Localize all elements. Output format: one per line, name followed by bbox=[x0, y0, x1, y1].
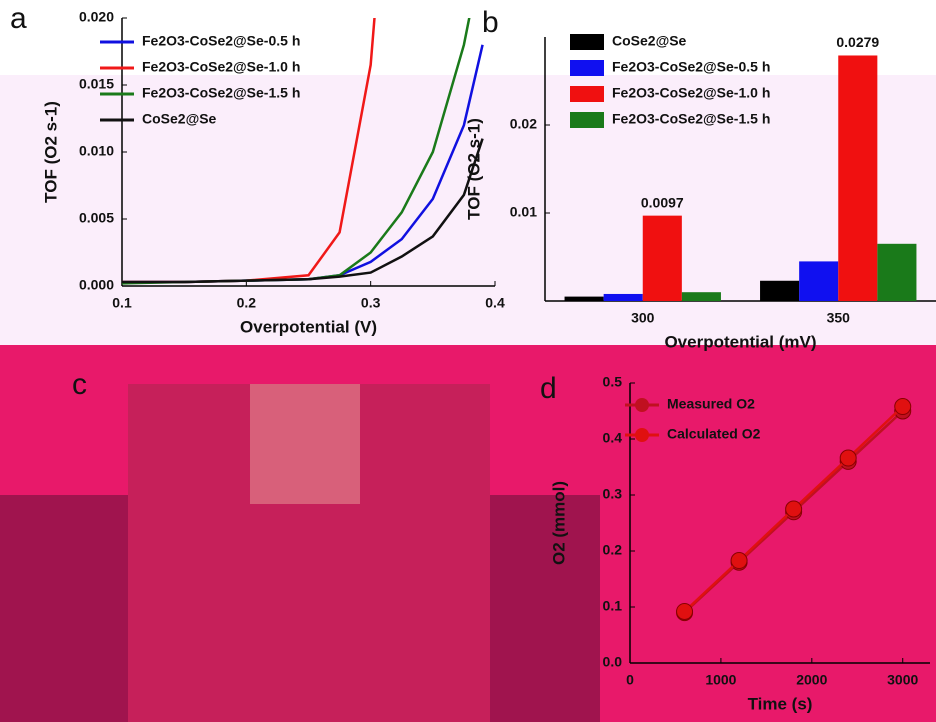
x-tick-label: 0 bbox=[626, 672, 634, 688]
x-tick-label: 350 bbox=[827, 310, 851, 326]
x-tick-label: 0.4 bbox=[485, 295, 505, 311]
legend-label: Fe2O3-CoSe2@Se-0.5 h bbox=[142, 33, 300, 49]
y-tick-label: 0.005 bbox=[79, 210, 114, 226]
y-axis-label: TOF (O2 s-1) bbox=[41, 101, 60, 203]
panel-label: c bbox=[72, 368, 87, 401]
x-axis-label: Overpotential (V) bbox=[240, 317, 377, 336]
legend-swatch bbox=[570, 86, 604, 102]
bar bbox=[799, 261, 838, 301]
y-tick-label: 0.3 bbox=[603, 486, 623, 502]
marker bbox=[895, 399, 911, 415]
legend-swatch bbox=[570, 60, 604, 76]
x-axis-label: Time (s) bbox=[748, 694, 813, 713]
y-axis-label: TOF (O2 s-1) bbox=[464, 118, 483, 220]
panel-label: d bbox=[540, 372, 557, 405]
y-tick-label: 0.4 bbox=[603, 430, 623, 446]
legend-label: Fe2O3-CoSe2@Se-0.5 h bbox=[612, 59, 770, 75]
y-tick-label: 0.1 bbox=[603, 598, 623, 614]
x-tick-label: 0.2 bbox=[237, 295, 257, 311]
data-label: 0.0279 bbox=[836, 34, 879, 50]
y-tick-label: 0.5 bbox=[603, 374, 623, 390]
legend-label: CoSe2@Se bbox=[142, 111, 217, 127]
y-tick-label: 0.0 bbox=[603, 654, 623, 670]
panel-label: b bbox=[482, 6, 499, 39]
marker bbox=[731, 553, 747, 569]
legend-label: CoSe2@Se bbox=[612, 33, 687, 49]
legend-label: Fe2O3-CoSe2@Se-1.0 h bbox=[612, 85, 770, 101]
x-axis-label: Overpotential (mV) bbox=[664, 332, 816, 351]
bar bbox=[682, 292, 721, 301]
legend-label: Fe2O3-CoSe2@Se-1.5 h bbox=[612, 111, 770, 127]
x-tick-label: 0.3 bbox=[361, 295, 381, 311]
y-axis-label: O2 (mmol) bbox=[549, 481, 568, 565]
photo-cell bbox=[250, 384, 360, 504]
figure: c a0.0000.0050.0100.0150.0200.10.20.30.4… bbox=[0, 0, 936, 722]
y-tick-label: 0.015 bbox=[79, 76, 114, 92]
x-tick-label: 300 bbox=[631, 310, 655, 326]
bar bbox=[565, 297, 604, 301]
legend-label: Fe2O3-CoSe2@Se-1.5 h bbox=[142, 85, 300, 101]
bar bbox=[760, 281, 799, 301]
bar bbox=[877, 244, 916, 301]
y-tick-label: 0.2 bbox=[603, 542, 623, 558]
legend-marker bbox=[635, 428, 649, 442]
legend-swatch bbox=[570, 112, 604, 128]
x-tick-label: 1000 bbox=[705, 672, 736, 688]
y-tick-label: 0.01 bbox=[510, 204, 537, 220]
y-tick-label: 0.02 bbox=[510, 116, 537, 132]
legend-marker bbox=[635, 398, 649, 412]
data-label: 0.0097 bbox=[641, 194, 684, 210]
x-tick-label: 0.1 bbox=[112, 295, 132, 311]
y-tick-label: 0.020 bbox=[79, 9, 114, 25]
bar bbox=[643, 216, 682, 301]
x-tick-label: 2000 bbox=[796, 672, 827, 688]
legend-label: Fe2O3-CoSe2@Se-1.0 h bbox=[142, 59, 300, 75]
y-tick-label: 0.010 bbox=[79, 143, 114, 159]
x-tick-label: 3000 bbox=[887, 672, 918, 688]
bar bbox=[838, 55, 877, 301]
panel-label: a bbox=[10, 2, 27, 35]
legend-label: Measured O2 bbox=[667, 396, 755, 412]
bar bbox=[604, 294, 643, 301]
legend-label: Calculated O2 bbox=[667, 426, 761, 442]
legend-swatch bbox=[570, 34, 604, 50]
marker bbox=[840, 450, 856, 466]
marker bbox=[677, 603, 693, 619]
y-tick-label: 0.000 bbox=[79, 277, 114, 293]
marker bbox=[786, 501, 802, 517]
